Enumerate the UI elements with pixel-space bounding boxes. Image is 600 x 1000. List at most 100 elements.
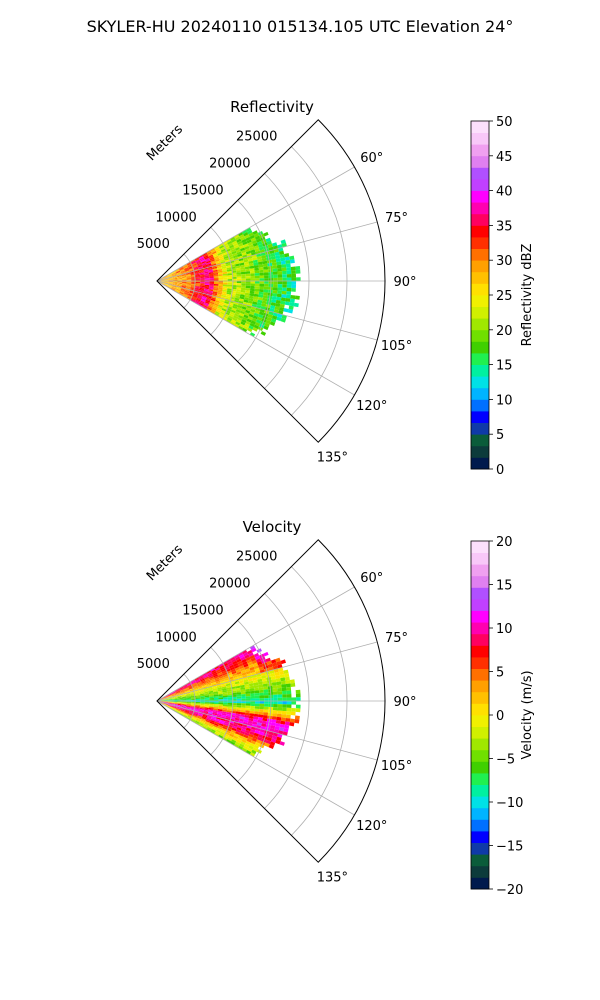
field-cell: [245, 236, 251, 242]
field-cell: [185, 709, 190, 712]
field-cell: [215, 718, 221, 722]
field-cell: [225, 295, 231, 299]
field-cell: [230, 309, 236, 314]
field-cell: [241, 278, 246, 281]
field-cell: [168, 702, 173, 704]
field-cell: [195, 705, 201, 707]
field-cell: [168, 282, 173, 284]
field-cell: [197, 715, 203, 719]
field-cell: [196, 298, 201, 302]
field-cell: [186, 279, 192, 281]
field-cell: [257, 299, 263, 304]
field-cell: [163, 700, 169, 701]
field-cell: [252, 257, 258, 261]
field-cell: [234, 297, 240, 301]
field-cell: [221, 294, 227, 298]
field-cell: [248, 715, 254, 719]
field-cell: [177, 283, 182, 285]
field-cell: [182, 281, 187, 283]
colorbar-tick-label: −10: [496, 796, 523, 811]
field-cell: [216, 307, 222, 312]
field-cell: [259, 692, 265, 696]
field-cell: [236, 727, 242, 731]
field-cell: [209, 703, 214, 706]
field-cell: [241, 672, 247, 676]
colorbar-swatch: [471, 831, 489, 843]
field-cell: [220, 668, 226, 673]
field-cell: [176, 285, 182, 287]
field-cell: [209, 257, 215, 261]
azimuth-spoke: [156, 641, 378, 702]
field-cell: [245, 691, 251, 695]
figure-title: SKYLER-HU 20240110 015134.105 UTC Elevat…: [87, 17, 514, 36]
field-cell: [195, 282, 201, 284]
field-cell: [168, 701, 173, 703]
field-cell: [206, 261, 212, 265]
field-cell: [199, 288, 205, 291]
field-cell: [284, 673, 290, 678]
field-cell: [258, 311, 265, 316]
field-cell: [194, 691, 200, 694]
field-cell: [240, 321, 246, 326]
field-cell: [208, 272, 214, 275]
field-cell: [252, 327, 258, 332]
field-cell: [219, 679, 225, 683]
field-cell: [180, 271, 186, 274]
field-cell: [243, 679, 249, 683]
field-cell: [273, 694, 278, 698]
field-cell: [186, 696, 192, 698]
field-cell: [180, 269, 185, 273]
field-cell: [247, 300, 253, 304]
field-cell: [180, 709, 185, 712]
field-cell: [183, 713, 189, 716]
field-cell: [194, 288, 200, 291]
field-cell: [287, 308, 294, 314]
field-cell: [205, 719, 211, 723]
field-cell: [212, 292, 218, 296]
field-cell: [186, 284, 191, 287]
colorbar-swatch: [471, 260, 489, 273]
field-cell: [210, 718, 216, 722]
field-cell: [186, 697, 192, 699]
field-cell: [196, 297, 202, 301]
field-cell: [196, 718, 201, 722]
field-cell: [240, 249, 246, 254]
field-cell: [213, 285, 219, 288]
field-cell: [285, 679, 291, 685]
field-cell: [222, 726, 228, 730]
field-cell: [163, 696, 168, 699]
field-cell: [248, 244, 254, 249]
field-cell: [254, 267, 260, 271]
field-cell: [193, 712, 199, 715]
field-cell: [216, 682, 221, 686]
field-cell: [213, 692, 219, 696]
field-cell: [167, 285, 172, 289]
field-cell: [280, 717, 286, 722]
field-cell: [207, 251, 212, 256]
field-cell: [219, 299, 225, 303]
field-cell: [218, 673, 223, 678]
field-cell: [288, 305, 294, 310]
field-cell: [265, 739, 271, 745]
field-cell: [172, 696, 178, 699]
field-cell: [264, 281, 269, 284]
field-cell: [216, 685, 222, 689]
field-cell: [180, 289, 185, 292]
field-cell: [207, 671, 212, 676]
field-cell: [249, 234, 255, 240]
field-cell: [200, 702, 205, 704]
field-cell: [184, 268, 190, 272]
field-cell: [264, 283, 269, 287]
field-cell: [212, 266, 218, 270]
field-cell: [163, 702, 169, 704]
field-cell: [204, 275, 210, 278]
field-cell: [167, 284, 173, 287]
field-cell: [209, 282, 214, 284]
field-cell: [229, 246, 235, 251]
field-cell: [206, 670, 212, 674]
field-cell: [210, 298, 216, 302]
field-cell: [171, 271, 176, 275]
field-cell: [261, 300, 267, 305]
field-cell: [177, 704, 182, 707]
